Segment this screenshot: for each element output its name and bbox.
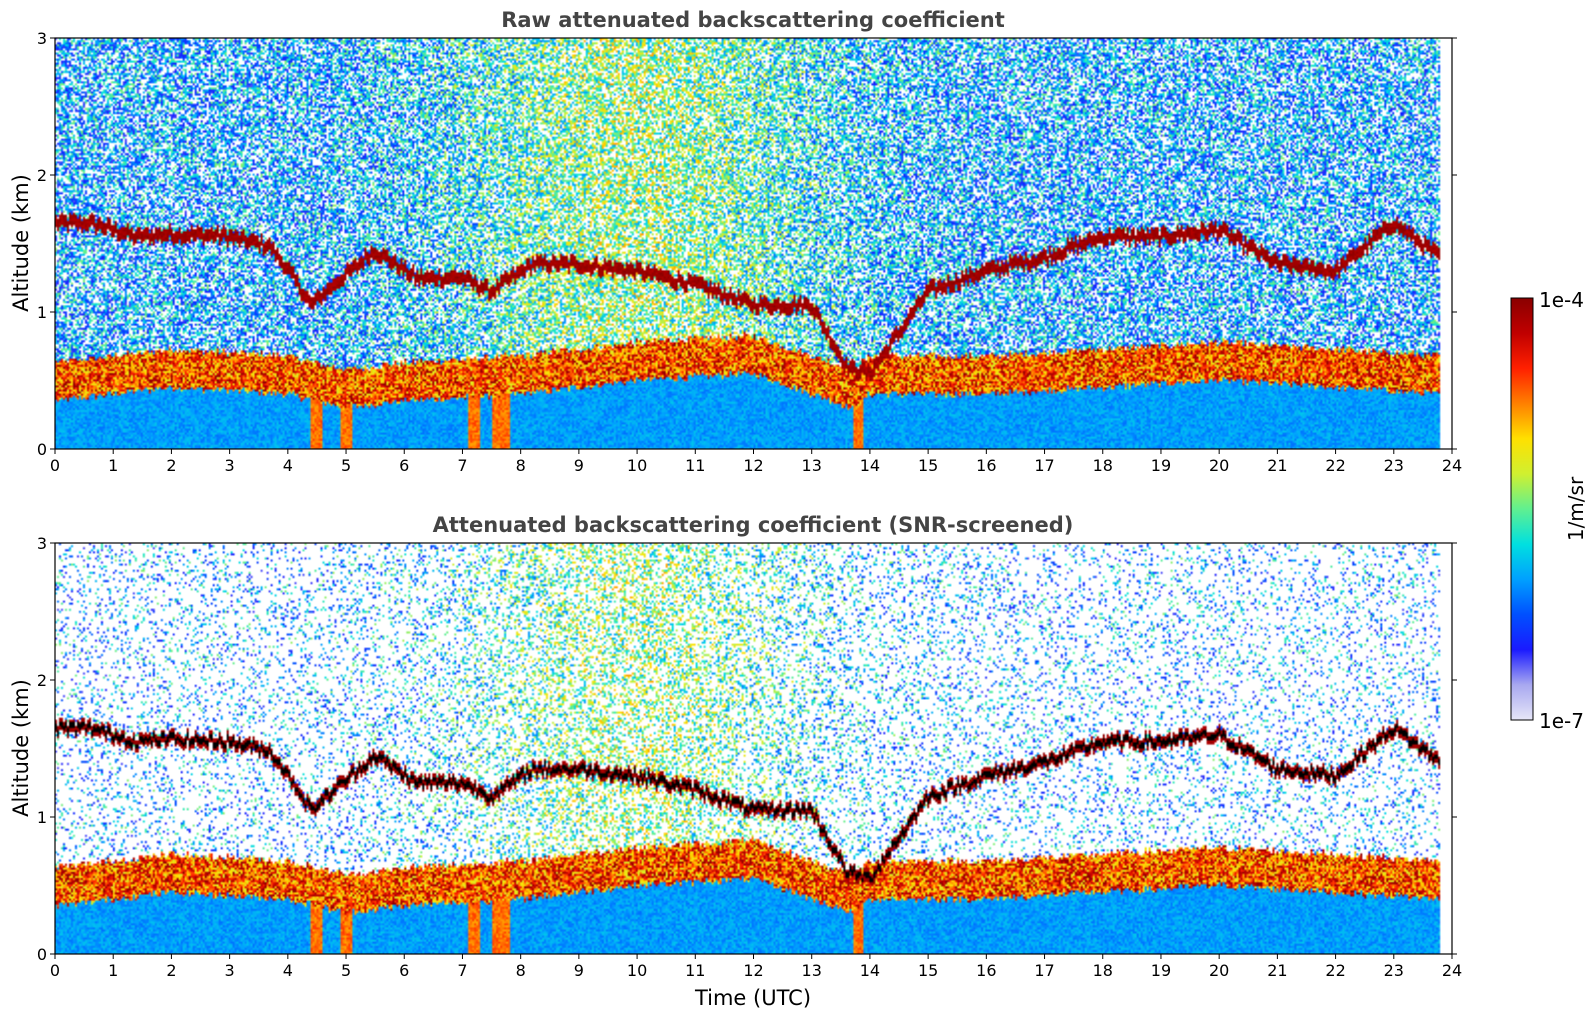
y-tick-label: 0 xyxy=(37,440,47,459)
y-axis-label-raw: Altitude (km) xyxy=(9,174,33,312)
colorbar-max-label: 1e-4 xyxy=(1539,288,1584,312)
x-tick-label: 24 xyxy=(1442,961,1462,980)
x-tick-label: 16 xyxy=(976,456,996,475)
x-tick-label: 18 xyxy=(1093,456,1113,475)
y-tick-label: 2 xyxy=(37,671,47,690)
colorbar-unit-label: 1/m/sr xyxy=(1564,476,1588,541)
x-tick-label: 19 xyxy=(1151,456,1171,475)
colorbar: 1e-4 1e-7 1/m/sr xyxy=(1510,288,1588,733)
x-tick-label: 7 xyxy=(457,456,467,475)
x-tick-label: 0 xyxy=(50,961,60,980)
x-tick-label: 7 xyxy=(457,961,467,980)
x-tick-label: 2 xyxy=(166,961,176,980)
x-tick-label: 11 xyxy=(685,456,705,475)
x-tick-label: 14 xyxy=(860,961,880,980)
y-ticks-raw: 0 1 2 3 xyxy=(37,29,1457,459)
x-tick-label: 13 xyxy=(802,961,822,980)
x-tick-label: 19 xyxy=(1151,961,1171,980)
y-tick-label: 2 xyxy=(37,166,47,185)
x-tick-label: 21 xyxy=(1267,961,1287,980)
x-tick-label: 23 xyxy=(1384,456,1404,475)
panel-title-raw: Raw attenuated backscattering coefficien… xyxy=(501,8,1005,32)
x-tick-label: 12 xyxy=(743,961,763,980)
x-tick-label: 3 xyxy=(225,961,235,980)
x-tick-label: 13 xyxy=(802,456,822,475)
y-tick-label: 1 xyxy=(37,808,47,827)
x-tick-label: 17 xyxy=(1034,961,1054,980)
x-axis-label: Time (UTC) xyxy=(694,986,811,1010)
x-tick-label: 5 xyxy=(341,961,351,980)
x-tick-label: 4 xyxy=(283,961,293,980)
y-tick-label: 1 xyxy=(37,303,47,322)
y-ticks-screened: 0 1 2 3 xyxy=(37,534,1457,964)
x-tick-label: 22 xyxy=(1325,456,1345,475)
panel-title-screened: Attenuated backscattering coefficient (S… xyxy=(433,513,1074,537)
x-tick-label: 5 xyxy=(341,456,351,475)
x-tick-label: 2 xyxy=(166,456,176,475)
x-tick-label: 1 xyxy=(108,456,118,475)
x-tick-label: 16 xyxy=(976,961,996,980)
x-tick-label: 24 xyxy=(1442,456,1462,475)
x-tick-label: 9 xyxy=(574,456,584,475)
x-tick-label: 1 xyxy=(108,961,118,980)
x-tick-label: 21 xyxy=(1267,456,1287,475)
x-tick-label: 18 xyxy=(1093,961,1113,980)
x-tick-label: 20 xyxy=(1209,961,1229,980)
x-tick-label: 12 xyxy=(743,456,763,475)
x-tick-label: 15 xyxy=(918,456,938,475)
x-tick-label: 0 xyxy=(50,456,60,475)
x-ticks-screened: 0 1 2 3 4 5 6 7 8 9 10 11 12 13 14 15 16 17 18 19 20 21 22 23 24 xyxy=(50,954,1462,980)
x-tick-label: 8 xyxy=(516,456,526,475)
x-tick-label: 17 xyxy=(1034,456,1054,475)
panel-screened: Attenuated backscattering coefficient (S… xyxy=(9,513,1462,1010)
x-tick-label: 23 xyxy=(1384,961,1404,980)
x-tick-label: 10 xyxy=(627,456,647,475)
x-tick-label: 22 xyxy=(1325,961,1345,980)
colorbar-gradient xyxy=(1510,297,1534,721)
x-tick-label: 6 xyxy=(399,961,409,980)
x-tick-label: 10 xyxy=(627,961,647,980)
heatmap-screened xyxy=(55,543,1452,954)
x-tick-label: 4 xyxy=(283,456,293,475)
x-tick-label: 9 xyxy=(574,961,584,980)
panel-raw: Raw attenuated backscattering coefficien… xyxy=(9,8,1462,475)
x-tick-label: 15 xyxy=(918,961,938,980)
y-axis-label-screened: Altitude (km) xyxy=(9,679,33,817)
x-tick-label: 20 xyxy=(1209,456,1229,475)
y-tick-label: 3 xyxy=(37,29,47,48)
colorbar-min-label: 1e-7 xyxy=(1539,709,1584,733)
heatmap-raw xyxy=(55,38,1452,449)
y-tick-label: 3 xyxy=(37,534,47,553)
x-tick-label: 3 xyxy=(225,456,235,475)
x-tick-label: 6 xyxy=(399,456,409,475)
x-ticks-raw: 0 1 2 3 4 5 6 7 8 9 10 11 12 13 14 15 16 17 18 19 20 21 22 23 24 xyxy=(50,449,1462,475)
x-tick-label: 8 xyxy=(516,961,526,980)
y-tick-label: 0 xyxy=(37,945,47,964)
x-tick-label: 14 xyxy=(860,456,880,475)
x-tick-label: 11 xyxy=(685,961,705,980)
